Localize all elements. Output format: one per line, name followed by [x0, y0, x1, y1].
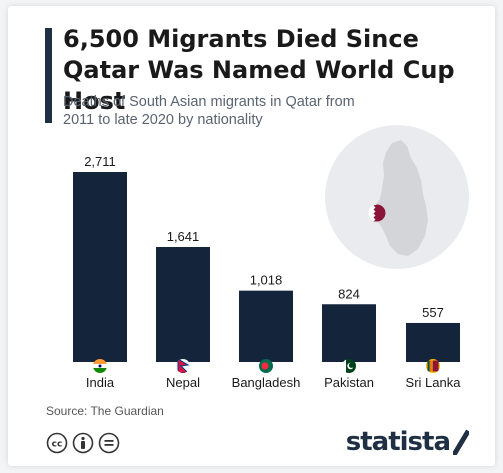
license-icons: cc [46, 432, 120, 454]
bar-india [73, 172, 127, 362]
svg-text:cc: cc [52, 440, 63, 450]
value-label-bangladesh: 1,018 [250, 273, 283, 288]
bangladesh-flag-icon [259, 359, 273, 373]
pakistan-flag-icon [342, 359, 356, 373]
india-flag-icon [93, 359, 107, 373]
statista-logo[interactable]: statista [346, 427, 469, 457]
qatar-flag-maroon [373, 204, 386, 222]
no-derivatives-icon[interactable] [98, 432, 120, 454]
creative-commons-icon[interactable]: cc [46, 432, 68, 454]
value-label-pakistan: 824 [338, 286, 360, 301]
attribution-icon[interactable] [72, 432, 94, 454]
bar-pakistan [322, 304, 376, 362]
page-title: 6,500 Migrants Died Since Qatar Was Name… [63, 25, 455, 115]
nepal-flag-icon [176, 359, 190, 373]
bars: 2,711 India 1,641 Nepal 1,018 Bangladesh 824 Pa… [73, 154, 461, 390]
bar-sri-lanka [406, 322, 460, 362]
value-label-nepal: 1,641 [167, 229, 200, 244]
value-label-india: 2,711 [84, 154, 116, 169]
sri-lanka-flag-icon [426, 359, 440, 373]
value-label-sri-lanka: 557 [422, 305, 444, 320]
qatar-map [325, 125, 469, 269]
category-label-sri-lanka: Sri Lanka [406, 375, 462, 390]
statista-mark-icon [453, 429, 469, 455]
bar-nepal [156, 246, 210, 362]
bar-bangladesh [239, 290, 293, 362]
category-label-pakistan: Pakistan [324, 375, 374, 390]
qatar-map-icon [374, 140, 428, 256]
category-label-bangladesh: Bangladesh [232, 375, 301, 390]
page-subtitle: Deaths of South Asian migrants in Qatar … [63, 94, 355, 128]
title-accent-bar [45, 28, 52, 123]
category-label-nepal: Nepal [166, 375, 200, 390]
brand-name: statista [345, 427, 451, 457]
source-note: Source: The Guardian [46, 404, 164, 418]
category-label-india: India [86, 375, 115, 390]
